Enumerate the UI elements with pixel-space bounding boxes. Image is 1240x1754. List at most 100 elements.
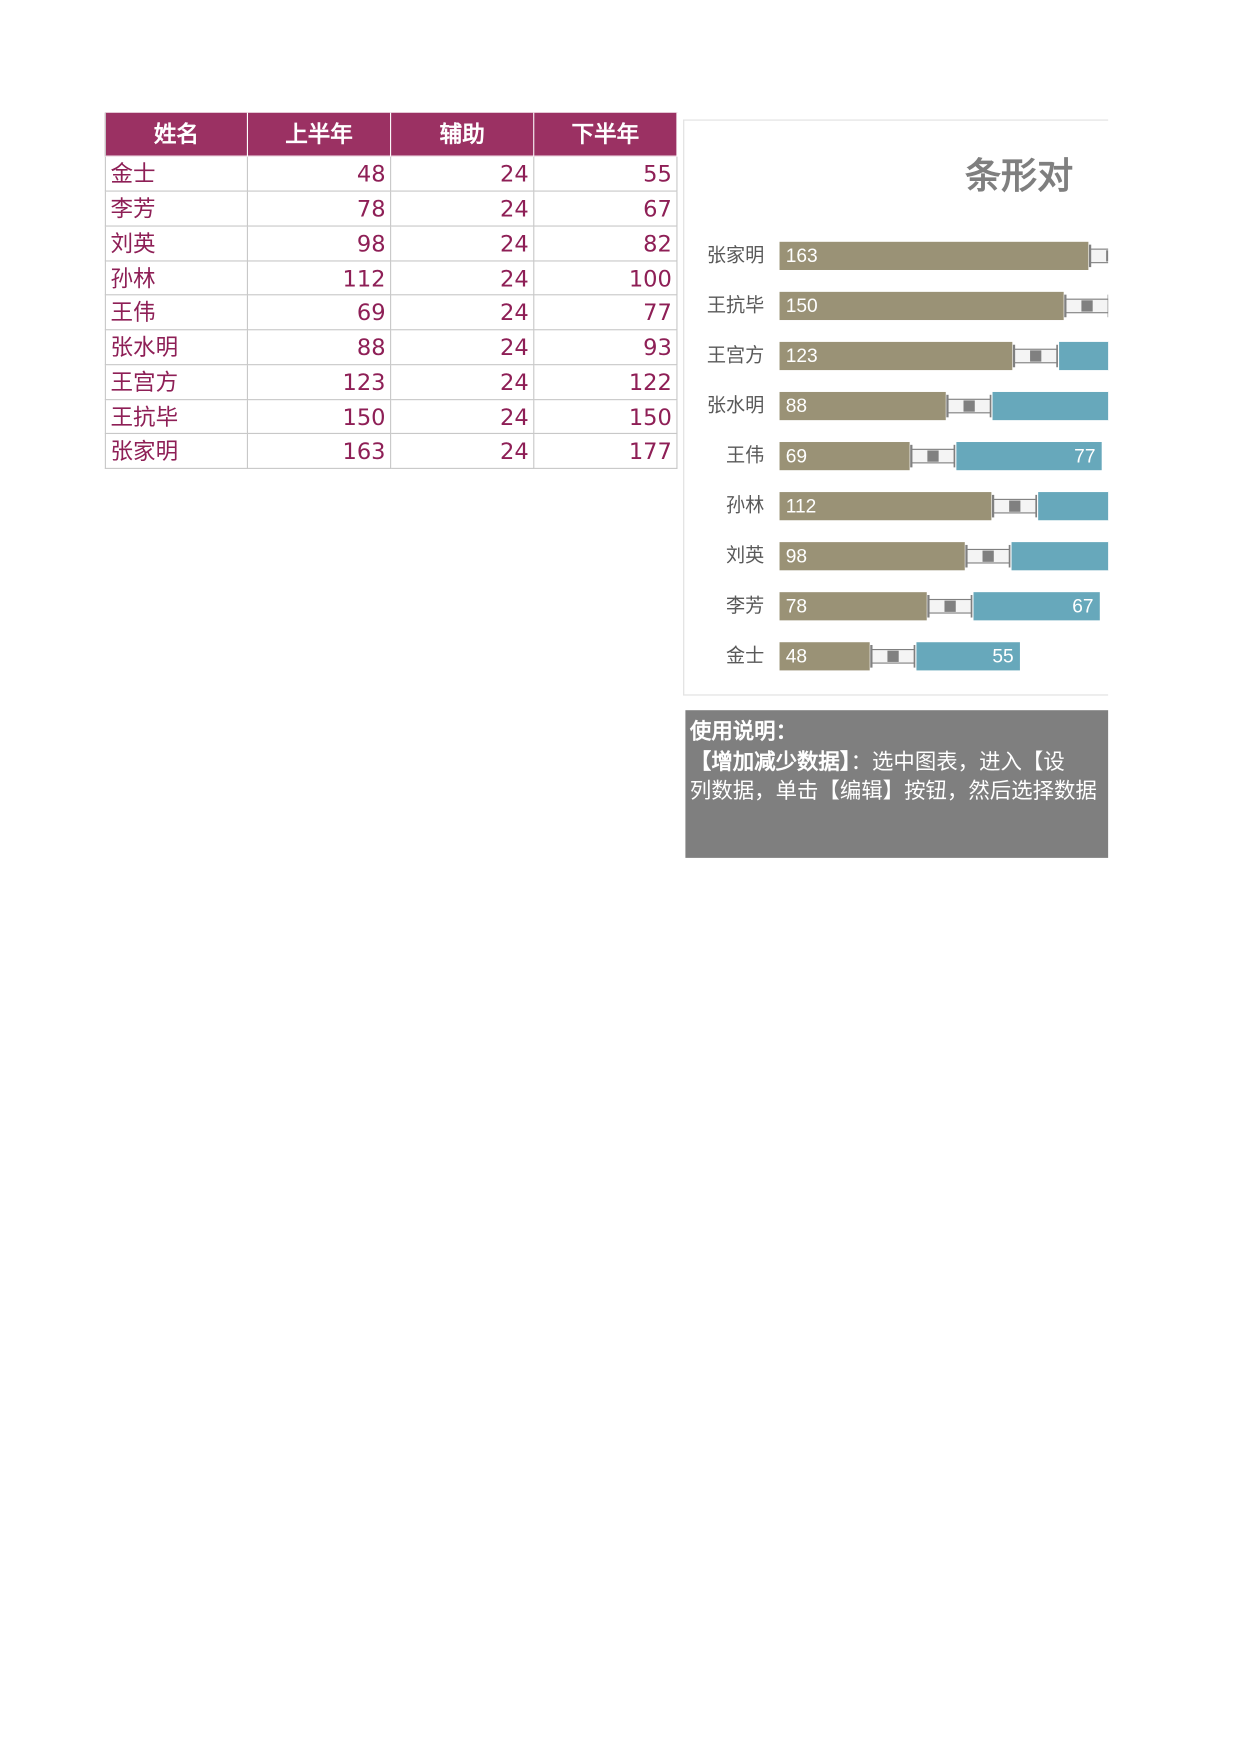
bar <box>915 641 1022 672</box>
connector-core <box>927 450 939 462</box>
number-cell: 24 <box>391 400 535 435</box>
bar <box>778 591 928 622</box>
number-cell: 24 <box>391 191 535 227</box>
number-cell: 177 <box>534 434 678 469</box>
name-cell: 王伟 <box>104 295 249 331</box>
number-cell: 24 <box>391 261 535 296</box>
connector <box>910 444 956 468</box>
name-cell: 孙林 <box>104 261 249 296</box>
header-cell: 下半年 <box>534 112 678 157</box>
note-text: ：选中图表，进入【设 <box>850 749 1065 775</box>
number-cell: 48 <box>248 156 392 192</box>
number-cell: 150 <box>534 400 678 435</box>
bar <box>778 540 966 572</box>
bar <box>778 440 911 472</box>
category-label: 李芳 <box>726 594 764 617</box>
category-label: 张家明 <box>707 243 764 266</box>
number-cell: 24 <box>391 226 535 262</box>
number-cell: 69 <box>248 295 392 331</box>
bar <box>778 490 993 522</box>
note-title: 使用说明： <box>689 719 798 745</box>
bar <box>972 591 1101 622</box>
name-cell: 张家明 <box>104 434 249 469</box>
bar <box>991 390 1109 422</box>
connector-core <box>944 600 956 612</box>
number-cell: 123 <box>248 365 392 401</box>
number-cell: 24 <box>391 434 535 469</box>
number-cell: 163 <box>248 434 392 469</box>
name-cell: 王宫方 <box>104 365 249 401</box>
number-cell: 100 <box>534 261 678 296</box>
bar <box>1010 540 1109 572</box>
bar <box>778 390 947 422</box>
category-label: 刘英 <box>726 544 764 567</box>
connector <box>870 645 916 668</box>
data-label: 67 <box>1072 596 1093 617</box>
header-cell: 上半年 <box>248 112 392 157</box>
connector-core <box>982 550 994 562</box>
name-cell: 张水明 <box>104 330 249 366</box>
data-label: 78 <box>786 596 807 617</box>
bar <box>778 340 1014 372</box>
connector <box>1064 294 1109 318</box>
note-line: 【增加减少数据】：选中图表，进入【设 <box>690 745 1065 775</box>
chart: 条形对 张家明163177王抗毕150150王宫方123122张水明8893王伟… <box>683 119 1109 696</box>
number-cell: 93 <box>534 330 678 366</box>
number-cell: 98 <box>248 226 392 262</box>
category-label: 张水明 <box>707 394 764 417</box>
data-label: 48 <box>786 647 807 668</box>
number-cell: 55 <box>534 156 678 192</box>
number-cell: 67 <box>534 191 678 227</box>
number-cell: 82 <box>534 226 678 262</box>
connector-frame <box>1089 248 1109 264</box>
chart-title: 条形对 <box>965 155 1073 197</box>
number-cell: 78 <box>248 191 392 227</box>
category-label: 王伟 <box>726 444 764 467</box>
name-cell: 金士 <box>104 156 249 192</box>
number-cell: 150 <box>248 400 392 435</box>
category-label: 金士 <box>726 644 764 667</box>
data-label: 150 <box>786 296 818 317</box>
header-cell: 姓名 <box>104 112 249 157</box>
connector <box>946 394 992 418</box>
connector <box>965 544 1011 568</box>
data-label: 55 <box>992 647 1013 668</box>
number-cell: 88 <box>248 330 392 366</box>
bar <box>1057 340 1109 372</box>
number-cell: 24 <box>391 295 535 331</box>
connector-core <box>887 650 899 662</box>
bar <box>778 641 871 672</box>
connector-core <box>963 400 975 412</box>
connector <box>927 594 973 618</box>
connector-core <box>1009 500 1021 512</box>
number-cell: 77 <box>534 295 678 331</box>
connector-core <box>1030 350 1042 362</box>
category-label: 王抗毕 <box>707 293 764 316</box>
name-cell: 刘英 <box>104 226 249 262</box>
category-label: 王宫方 <box>707 344 764 367</box>
bar <box>955 440 1103 472</box>
bar <box>1037 490 1109 522</box>
connector <box>991 494 1038 518</box>
connector <box>1088 244 1109 268</box>
note-bold: 【增加减少数据】 <box>689 749 851 775</box>
data-label: 77 <box>1074 446 1095 467</box>
note-line: 列数据，单击【编辑】按钮，然后选择数据 <box>689 778 1097 804</box>
header-cell: 辅助 <box>391 112 535 157</box>
connector-core <box>1106 250 1109 262</box>
number-cell: 24 <box>391 156 535 192</box>
name-cell: 李芳 <box>104 191 249 227</box>
bar <box>778 240 1090 272</box>
category-label: 孙林 <box>726 494 764 517</box>
data-label: 98 <box>786 546 807 567</box>
instructions: 使用说明： 【增加减少数据】：选中图表，进入【设 列数据，单击【编辑】按钮，然后… <box>685 710 1109 858</box>
data-label: 112 <box>786 496 817 517</box>
number-cell: 112 <box>248 261 392 296</box>
connector <box>1012 344 1059 368</box>
data-label: 88 <box>786 396 807 417</box>
data-label: 163 <box>786 246 818 267</box>
data-label: 69 <box>786 446 807 467</box>
number-cell: 24 <box>391 365 535 401</box>
